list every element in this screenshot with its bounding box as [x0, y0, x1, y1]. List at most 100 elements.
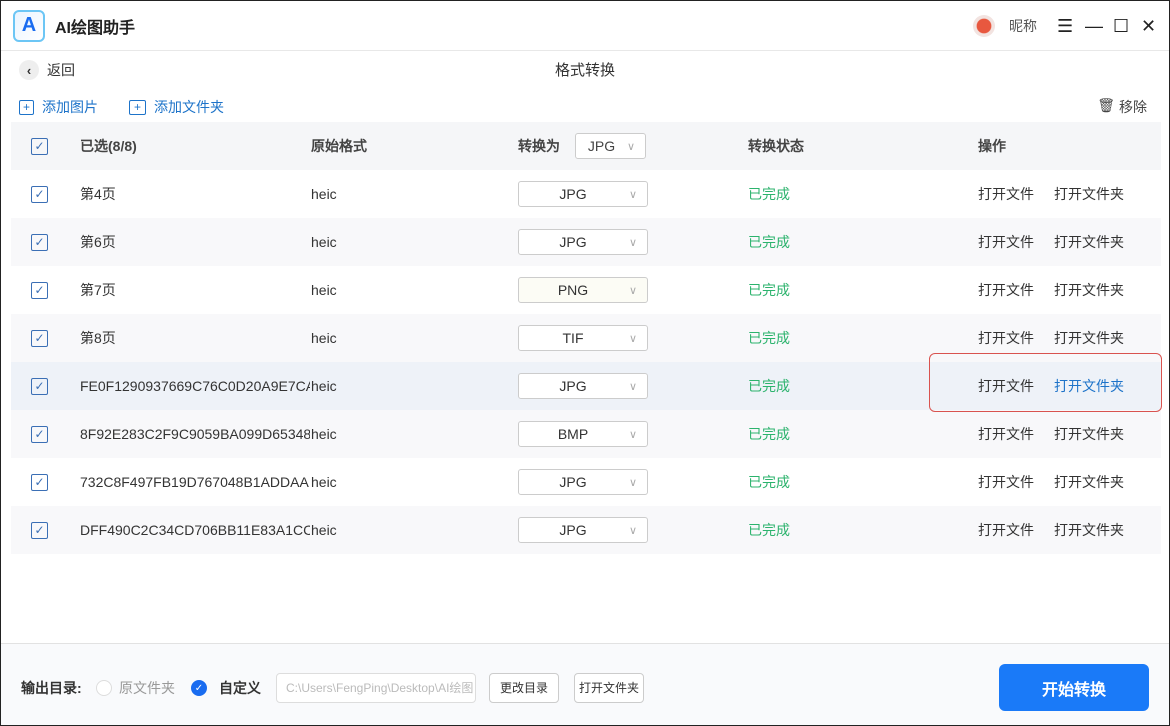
header-orig-format: 原始格式	[311, 138, 367, 154]
orig-format: heic	[311, 186, 337, 202]
target-format-select[interactable]: JPG ∨	[518, 181, 648, 207]
add-folder-icon: +	[129, 99, 146, 115]
open-file-link[interactable]: 打开文件	[978, 234, 1034, 250]
remove-button[interactable]: 🗑 移除	[1097, 97, 1147, 117]
select-all-checkbox[interactable]: ✓	[31, 137, 48, 155]
open-file-link[interactable]: 打开文件	[978, 426, 1034, 442]
target-format-select[interactable]: JPG ∨	[518, 517, 648, 543]
row-checkbox[interactable]: ✓	[31, 473, 48, 491]
table-header: ✓ 已选(8/8) 原始格式 转换为 JPG ∨ 转换状态 操作	[11, 122, 1161, 170]
back-button[interactable]: ‹ 返回	[19, 60, 75, 80]
avatar[interactable]	[973, 15, 995, 37]
open-folder-link[interactable]: 打开文件夹	[1054, 522, 1124, 538]
target-format-value: BMP	[557, 426, 589, 442]
open-file-link[interactable]: 打开文件	[978, 330, 1034, 346]
file-name: 732C8F497FB19D767048B1ADDAA...	[80, 474, 310, 490]
status-text: 已完成	[748, 330, 790, 346]
nickname[interactable]: 昵称	[1009, 18, 1037, 34]
chevron-down-icon: ∨	[628, 476, 637, 489]
orig-format: heic	[311, 282, 337, 298]
orig-format: heic	[311, 378, 337, 394]
radio-checked-icon: ✓	[191, 680, 207, 696]
radio-original-label: 原文件夹	[119, 680, 175, 696]
row-checkbox[interactable]: ✓	[31, 329, 48, 347]
orig-format: heic	[311, 474, 337, 490]
target-format-value: JPG	[559, 186, 587, 202]
remove-label: 移除	[1119, 99, 1147, 115]
title-bar: A AI绘图助手 昵称 ☰ — ☐ ✕	[1, 1, 1169, 51]
target-format-select[interactable]: TIF ∨	[518, 325, 648, 351]
open-file-link[interactable]: 打开文件	[978, 378, 1034, 394]
status-text: 已完成	[748, 474, 790, 490]
add-folder-button[interactable]: + 添加文件夹	[129, 97, 224, 117]
radio-original-folder[interactable]: 原文件夹	[96, 678, 175, 698]
page-title: 格式转换	[554, 62, 615, 79]
orig-format: heic	[311, 426, 337, 442]
maximize-icon[interactable]: ☐	[1113, 15, 1130, 36]
row-checkbox[interactable]: ✓	[31, 521, 48, 539]
open-folder-link[interactable]: 打开文件夹	[1054, 426, 1124, 442]
table-row: ✓ 8F92E283C2F9C9059BA099D65348... heic B…	[11, 410, 1161, 458]
target-format-value: TIF	[562, 330, 584, 346]
file-name: FE0F1290937669C76C0D20A9E7CA...	[80, 378, 310, 394]
add-file-icon: +	[19, 99, 34, 115]
close-icon[interactable]: ✕	[1141, 15, 1157, 36]
target-format-select[interactable]: BMP ∨	[518, 421, 648, 447]
table-row: ✓ 第7页 heic PNG ∨ 已完成 打开文件 打开文件夹	[11, 266, 1161, 314]
open-folder-link[interactable]: 打开文件夹	[1054, 474, 1124, 490]
add-image-label: 添加图片	[42, 99, 98, 115]
app-logo: A	[13, 9, 45, 42]
output-path-input[interactable]: C:\Users\FengPing\Desktop\AI绘图	[276, 673, 476, 703]
status-text: 已完成	[748, 426, 790, 442]
target-format-value: JPG	[559, 474, 587, 490]
row-checkbox[interactable]: ✓	[31, 281, 48, 299]
target-format-select[interactable]: PNG ∨	[518, 277, 648, 303]
open-file-link[interactable]: 打开文件	[978, 522, 1034, 538]
header-selected: 已选(8/8)	[80, 138, 137, 154]
row-checkbox[interactable]: ✓	[31, 377, 48, 395]
file-name: 第6页	[80, 234, 116, 250]
open-folder-link[interactable]: 打开文件夹	[1054, 186, 1124, 202]
chevron-down-icon: ∨	[628, 236, 637, 249]
target-format-select[interactable]: JPG ∨	[518, 229, 648, 255]
row-checkbox[interactable]: ✓	[31, 425, 48, 443]
change-dir-button[interactable]: 更改目录	[489, 673, 560, 703]
row-checkbox[interactable]: ✓	[31, 185, 48, 203]
open-file-link[interactable]: 打开文件	[978, 282, 1034, 298]
open-folder-link[interactable]: 打开文件夹	[1054, 234, 1124, 250]
row-checkbox[interactable]: ✓	[31, 233, 48, 251]
open-output-folder-button[interactable]: 打开文件夹	[574, 673, 645, 703]
target-format-value: PNG	[557, 282, 589, 298]
convert-all-select[interactable]: JPG ∨	[575, 133, 646, 159]
orig-format: heic	[311, 234, 337, 250]
radio-custom[interactable]: ✓ 自定义	[191, 678, 261, 698]
radio-custom-label: 自定义	[219, 680, 261, 696]
chevron-left-icon: ‹	[19, 60, 39, 80]
open-folder-link[interactable]: 打开文件夹	[1054, 378, 1124, 394]
open-folder-link[interactable]: 打开文件夹	[1054, 282, 1124, 298]
file-name: 第4页	[80, 186, 116, 202]
open-file-link[interactable]: 打开文件	[978, 186, 1034, 202]
header-convert-to: 转换为	[518, 138, 560, 154]
file-table: ✓ 已选(8/8) 原始格式 转换为 JPG ∨ 转换状态 操作 ✓ 第4页 h…	[11, 122, 1161, 554]
header-actions: 操作	[978, 138, 1006, 154]
chevron-down-icon: ∨	[628, 428, 637, 441]
open-folder-link[interactable]: 打开文件夹	[1054, 330, 1124, 346]
file-name: 第7页	[80, 282, 116, 298]
target-format-select[interactable]: JPG ∨	[518, 373, 648, 399]
add-image-button[interactable]: + 添加图片	[19, 97, 98, 117]
menu-icon[interactable]: ☰	[1057, 15, 1074, 36]
highlight-box	[929, 353, 1162, 412]
table-row: ✓ 732C8F497FB19D767048B1ADDAA... heic JP…	[11, 458, 1161, 506]
status-text: 已完成	[748, 522, 790, 538]
target-format-select[interactable]: JPG ∨	[518, 469, 648, 495]
minimize-icon[interactable]: —	[1085, 15, 1103, 36]
chevron-down-icon: ∨	[628, 284, 637, 297]
chevron-down-icon: ∨	[628, 188, 637, 201]
start-convert-button[interactable]: 开始转换	[999, 664, 1149, 711]
status-text: 已完成	[748, 186, 790, 202]
add-folder-label: 添加文件夹	[154, 99, 224, 115]
header-status: 转换状态	[748, 138, 804, 154]
output-dir-label: 输出目录:	[21, 680, 82, 696]
open-file-link[interactable]: 打开文件	[978, 474, 1034, 490]
